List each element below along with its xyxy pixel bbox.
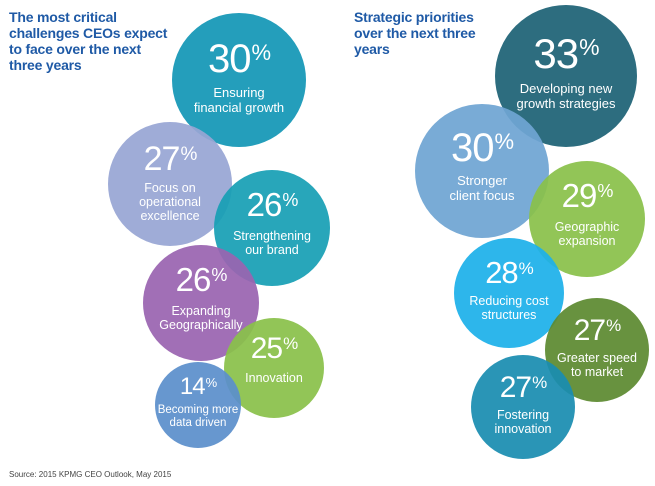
bubble-circle-fostering-innovation [471,355,575,459]
bubble-label-fostering-innovation: Fostering innovation [495,408,552,436]
bubble-innovation: 25% Innovation [224,318,324,418]
bubble-value-focus-on-operational-excellence: 27% [144,140,198,178]
bubble-expanding-geographically: 26% Expanding Geographically [143,245,259,361]
bubble-value-reducing-cost-structures: 28% [485,255,533,290]
bubble-label-developing-new-growth-strategies: Developing new growth strategies [517,81,616,111]
bubble-geographic-expansion: 29% Geographic expansion [529,161,645,277]
bubble-value-becoming-more-data-driven: 14% [180,373,218,400]
bubble-circle-ensuring-financial-growth [172,13,306,147]
bubble-label-ensuring-financial-growth: Ensuring financial growth [194,85,284,115]
bubble-value-expanding-geographically: 26% [176,261,228,298]
bubble-circle-expanding-geographically [143,245,259,361]
bubble-circle-strengthening-our-brand [214,170,330,286]
bubble-label-focus-on-operational-excellence: Focus on operational excellence [139,181,201,223]
bubble-value-ensuring-financial-growth: 30% [208,37,271,81]
bubble-strengthening-our-brand: 26% Strengthening our brand [214,170,330,286]
bubble-ensuring-financial-growth: 30% Ensuring financial growth [172,13,306,147]
chart-title-priorities: Strategic priorities over the next three… [354,9,476,57]
bubble-value-developing-new-growth-strategies: 33% [533,30,599,77]
bubble-focus-on-operational-excellence: 27%Focus on operational excellence [108,122,232,246]
bubble-circle-innovation [224,318,324,418]
bubble-label-greater-speed-to-market: Greater speed to market [557,351,637,379]
bubble-label-expanding-geographically: Expanding Geographically [159,304,243,332]
bubble-reducing-cost-structures: 28% Reducing cost structures [454,238,564,348]
bubble-label-becoming-more-data-driven: Becoming more data driven [158,404,239,429]
bubble-becoming-more-data-driven: 14% Becoming more data driven [155,362,241,448]
bubble-greater-speed-to-market: 27% Greater speed to market [545,298,649,402]
bubble-fostering-innovation: 27% Fostering innovation [471,355,575,459]
bubble-circle-focus-on-operational-excellence [108,122,232,246]
chart-title-challenges: The most critical challenges CEOs expect… [9,9,168,73]
bubble-circle-reducing-cost-structures [454,238,564,348]
bubble-label-innovation: Innovation [245,371,303,385]
bubble-value-greater-speed-to-market: 27% [574,314,621,347]
source-note: Source: 2015 KPMG CEO Outlook, May 2015 [9,470,172,479]
bubble-value-innovation: 25% [251,332,298,365]
bubble-label-strengthening-our-brand: Strengthening our brand [233,229,311,257]
bubble-stronger-client-focus: 30%Stronger client focus [415,104,549,238]
bubble-value-stronger-client-focus: 30% [451,126,514,170]
bubble-circle-stronger-client-focus [415,104,549,238]
bubble-circle-greater-speed-to-market [545,298,649,402]
bubble-label-stronger-client-focus: Stronger client focus [449,173,515,203]
bubble-circle-geographic-expansion [529,161,645,277]
bubble-circle-becoming-more-data-driven [155,362,241,448]
bubble-label-geographic-expansion: Geographic expansion [555,220,620,248]
bubble-value-geographic-expansion: 29% [562,177,614,214]
bubble-value-strengthening-our-brand: 26% [247,186,299,223]
bubble-circle-developing-new-growth-strategies [495,5,637,147]
bubble-label-reducing-cost-structures: Reducing cost structures [469,294,549,322]
bubble-developing-new-growth-strategies: 33% Developing new growth strategies [495,5,637,147]
bubble-value-fostering-innovation: 27% [500,371,547,404]
